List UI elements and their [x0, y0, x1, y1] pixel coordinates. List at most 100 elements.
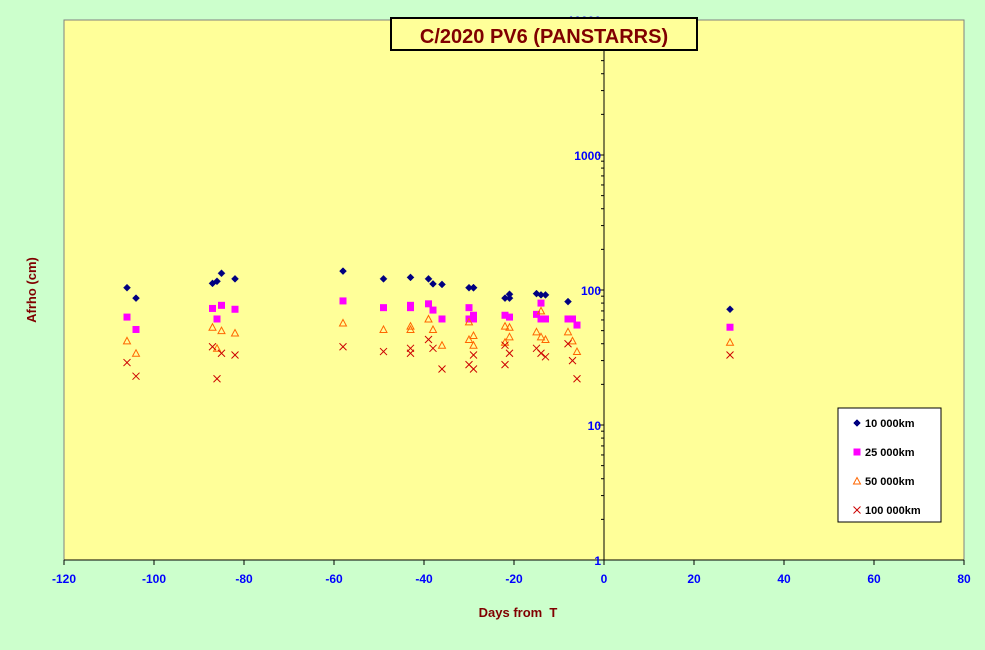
- data-point: [564, 315, 572, 323]
- data-point: [536, 332, 546, 341]
- data-point: [379, 324, 388, 333]
- legend: 10 000km 25 000km 50 000km 100 000km: [837, 407, 942, 523]
- cross-stroke: [469, 351, 478, 359]
- data-point: [122, 336, 132, 345]
- legend-label: 50 000km: [865, 476, 915, 488]
- data-point: [572, 346, 582, 356]
- data-point: [537, 349, 545, 358]
- plot-area: [63, 19, 965, 561]
- cross-stroke: [339, 342, 347, 351]
- legend-box: [837, 407, 942, 523]
- data-point: [505, 349, 514, 358]
- x-tick-label: 20: [687, 572, 701, 586]
- data-point: [380, 304, 387, 312]
- cross-stroke: [726, 351, 734, 359]
- data-point: [469, 351, 478, 359]
- legend-label: 100 000km: [865, 505, 921, 517]
- data-point: [541, 291, 550, 299]
- x-tick-label: -40: [415, 572, 433, 586]
- data-point: [464, 334, 474, 343]
- data-point: [501, 341, 509, 350]
- x-tick-label: -60: [325, 572, 343, 586]
- cross-stroke: [501, 360, 509, 369]
- legend-marker: [853, 419, 861, 427]
- cross-stroke: [406, 349, 415, 358]
- data-points: [122, 267, 735, 383]
- data-point: [542, 315, 549, 323]
- data-point: [429, 306, 437, 314]
- x-tick-label: -120: [52, 572, 76, 586]
- data-point: [438, 280, 446, 289]
- cross-stroke: [469, 365, 478, 373]
- x-tick-label: 60: [867, 572, 881, 586]
- cross-stroke: [568, 356, 577, 365]
- data-point: [123, 313, 131, 321]
- data-point: [339, 297, 347, 305]
- data-point: [213, 315, 221, 323]
- chart-title: C/2020 PV6 (PANSTARRS): [420, 26, 668, 48]
- data-point: [429, 280, 437, 288]
- data-point: [407, 304, 414, 312]
- data-point: [437, 340, 447, 349]
- data-point: [501, 311, 509, 319]
- data-point: [505, 322, 514, 331]
- data-point: [217, 349, 226, 358]
- cross-stroke: [541, 352, 550, 361]
- data-point: [424, 314, 433, 323]
- x-tick-label: -20: [505, 572, 523, 586]
- data-point: [429, 344, 437, 353]
- legend-marker: [852, 476, 862, 485]
- data-point: [506, 313, 513, 321]
- data-point: [469, 340, 478, 349]
- data-point: [123, 358, 131, 367]
- data-point: [218, 301, 225, 309]
- data-point: [536, 306, 546, 315]
- data-point: [726, 323, 734, 331]
- cross-stroke: [379, 347, 388, 356]
- data-point: [338, 318, 348, 327]
- title-frame: [390, 17, 698, 51]
- data-point: [425, 300, 432, 308]
- data-point: [500, 321, 510, 330]
- data-point: [470, 311, 477, 319]
- data-point: [379, 274, 388, 283]
- data-point: [726, 351, 734, 359]
- data-point: [469, 283, 478, 292]
- data-point: [537, 299, 545, 307]
- data-point: [217, 269, 226, 278]
- legend-label: 10 000km: [865, 418, 915, 430]
- x-tick-label: 40: [777, 572, 791, 586]
- legend-marker: [853, 506, 861, 514]
- x-tick-label: -80: [235, 572, 253, 586]
- data-point: [532, 327, 541, 336]
- y-tick-label: 100: [581, 284, 601, 298]
- data-point: [424, 274, 433, 283]
- cross-stroke: [438, 365, 446, 373]
- cross-stroke: [132, 372, 140, 381]
- data-point: [564, 297, 572, 306]
- data-point: [505, 332, 514, 341]
- data-point: [438, 315, 446, 323]
- data-point: [230, 328, 240, 337]
- cross-stroke: [424, 335, 433, 344]
- data-point: [379, 347, 388, 356]
- data-point: [726, 305, 734, 314]
- data-point: [213, 277, 221, 286]
- cross-stroke: [505, 349, 514, 358]
- series-3: [123, 335, 734, 383]
- data-point: [563, 327, 573, 336]
- cross-stroke: [537, 349, 545, 358]
- data-point: [469, 330, 478, 340]
- data-point: [406, 321, 415, 330]
- data-point: [339, 267, 347, 275]
- data-point: [208, 322, 217, 331]
- data-point: [213, 374, 221, 383]
- data-point: [469, 365, 478, 373]
- data-point: [568, 356, 577, 365]
- data-point: [541, 352, 550, 361]
- data-point: [470, 315, 477, 323]
- x-tick-label: 0: [601, 572, 608, 586]
- cross-stroke: [123, 358, 131, 367]
